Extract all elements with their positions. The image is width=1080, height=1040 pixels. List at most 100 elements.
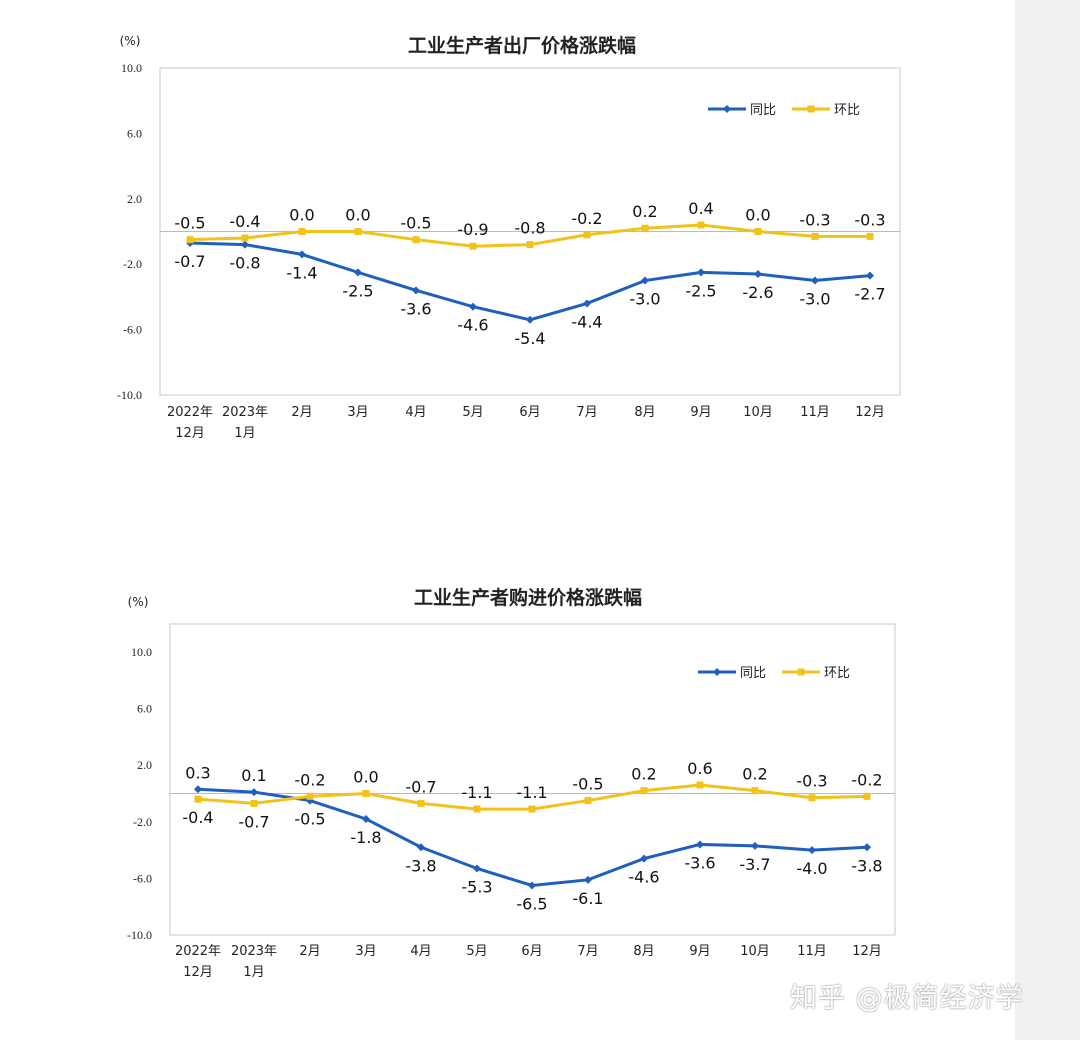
x-tick-label: 9月 bbox=[690, 405, 711, 420]
y-tick-label: -2.0 bbox=[133, 815, 152, 829]
x-tick-label: 1月 bbox=[243, 965, 264, 980]
data-point-yoy bbox=[640, 854, 648, 863]
legend-label: 环比 bbox=[834, 103, 860, 118]
y-tick-label: 10.0 bbox=[131, 645, 152, 659]
y-axis-unit: (%) bbox=[128, 595, 149, 609]
data-label: -2.7 bbox=[854, 285, 885, 304]
data-point-mom bbox=[696, 781, 704, 789]
data-point-mom bbox=[526, 241, 534, 249]
legend-marker bbox=[723, 105, 731, 113]
data-point-yoy bbox=[241, 240, 249, 249]
data-point-yoy bbox=[583, 299, 591, 308]
data-point-mom bbox=[808, 794, 816, 802]
data-point-mom bbox=[298, 228, 306, 235]
data-point-yoy bbox=[412, 286, 420, 295]
data-label: 0.1 bbox=[241, 766, 266, 785]
data-label: -1.1 bbox=[516, 783, 547, 802]
data-point-yoy bbox=[811, 276, 819, 285]
legend-marker bbox=[797, 668, 805, 676]
x-tick-label: 12月 bbox=[183, 965, 213, 980]
data-point-mom bbox=[866, 232, 874, 240]
x-tick-label: 2023年 bbox=[222, 405, 268, 420]
x-tick-label: 1月 bbox=[234, 426, 255, 441]
x-tick-label: 7月 bbox=[576, 405, 597, 420]
x-tick-label: 8月 bbox=[634, 405, 655, 420]
y-tick-label: -10.0 bbox=[127, 928, 152, 942]
data-point-yoy bbox=[751, 841, 759, 850]
data-point-yoy bbox=[362, 814, 370, 823]
y-tick-label: -6.0 bbox=[123, 323, 142, 337]
x-tick-label: 3月 bbox=[347, 405, 368, 420]
data-label: -4.0 bbox=[796, 859, 827, 878]
y-tick-label: 6.0 bbox=[137, 702, 152, 716]
data-label: -0.5 bbox=[174, 214, 205, 233]
x-tick-label: 6月 bbox=[519, 405, 540, 420]
x-tick-label: 2月 bbox=[291, 405, 312, 420]
x-tick-label: 5月 bbox=[466, 944, 487, 959]
chart-title: 工业生产者购进价格涨跌幅 bbox=[414, 586, 642, 609]
x-tick-label: 8月 bbox=[633, 944, 654, 959]
data-label: -0.7 bbox=[405, 777, 436, 796]
data-label: -0.7 bbox=[174, 252, 205, 271]
x-tick-label: 11月 bbox=[800, 405, 830, 420]
data-point-mom bbox=[241, 234, 249, 242]
legend-label: 环比 bbox=[824, 666, 850, 681]
data-label: -6.5 bbox=[516, 894, 547, 913]
data-point-yoy bbox=[298, 250, 306, 259]
data-label: 0.0 bbox=[745, 206, 770, 225]
data-point-mom bbox=[469, 242, 477, 250]
data-point-mom bbox=[362, 790, 370, 797]
data-point-mom bbox=[417, 799, 425, 807]
data-label: -1.8 bbox=[350, 828, 381, 847]
data-label: -0.8 bbox=[514, 219, 545, 238]
data-label: -3.6 bbox=[400, 299, 431, 318]
data-label: -5.3 bbox=[461, 877, 492, 896]
x-tick-label: 2022年 bbox=[175, 944, 221, 959]
watermark: 知乎 @极简经济学 bbox=[790, 983, 1024, 1014]
data-label: -0.4 bbox=[229, 212, 260, 231]
y-tick-label: -2.0 bbox=[123, 257, 142, 271]
y-tick-label: 2.0 bbox=[127, 192, 142, 206]
data-label: 0.0 bbox=[345, 206, 370, 225]
x-tick-label: 2022年 bbox=[167, 405, 213, 420]
x-tick-label: 9月 bbox=[689, 944, 710, 959]
x-tick-label: 10月 bbox=[740, 944, 770, 959]
x-tick-label: 4月 bbox=[405, 405, 426, 420]
legend-marker bbox=[807, 105, 815, 113]
data-point-mom bbox=[754, 228, 762, 235]
data-point-yoy bbox=[194, 785, 202, 794]
data-label: -3.8 bbox=[851, 856, 882, 875]
data-point-mom bbox=[863, 792, 871, 800]
x-tick-label: 4月 bbox=[410, 944, 431, 959]
legend-label: 同比 bbox=[740, 666, 766, 681]
x-tick-label: 3月 bbox=[355, 944, 376, 959]
data-point-yoy bbox=[473, 864, 481, 873]
data-label: 0.2 bbox=[631, 765, 656, 784]
data-label: -0.2 bbox=[294, 770, 325, 789]
y-axis-unit: (%) bbox=[120, 34, 141, 48]
data-label: -0.5 bbox=[400, 214, 431, 233]
data-label: -0.5 bbox=[294, 810, 325, 829]
legend-label: 同比 bbox=[750, 103, 776, 118]
data-point-yoy bbox=[641, 276, 649, 285]
x-tick-label: 12月 bbox=[855, 405, 885, 420]
data-label: -0.2 bbox=[851, 770, 882, 789]
data-point-mom bbox=[811, 232, 819, 240]
data-label: -1.4 bbox=[286, 263, 317, 282]
data-label: 0.2 bbox=[742, 765, 767, 784]
data-point-yoy bbox=[696, 840, 704, 849]
y-tick-label: 6.0 bbox=[127, 126, 142, 140]
data-label: -0.9 bbox=[457, 220, 488, 239]
data-point-yoy bbox=[469, 302, 477, 311]
data-label: -0.5 bbox=[572, 775, 603, 794]
data-label: 0.2 bbox=[632, 202, 657, 221]
x-tick-label: 5月 bbox=[462, 405, 483, 420]
data-point-yoy bbox=[584, 875, 592, 884]
x-tick-label: 11月 bbox=[797, 944, 827, 959]
data-label: -0.8 bbox=[229, 254, 260, 273]
data-label: -3.8 bbox=[405, 856, 436, 875]
x-tick-label: 12月 bbox=[852, 944, 882, 959]
data-point-yoy bbox=[808, 846, 816, 855]
data-label: 0.4 bbox=[688, 199, 713, 218]
data-label: -0.3 bbox=[799, 210, 830, 229]
